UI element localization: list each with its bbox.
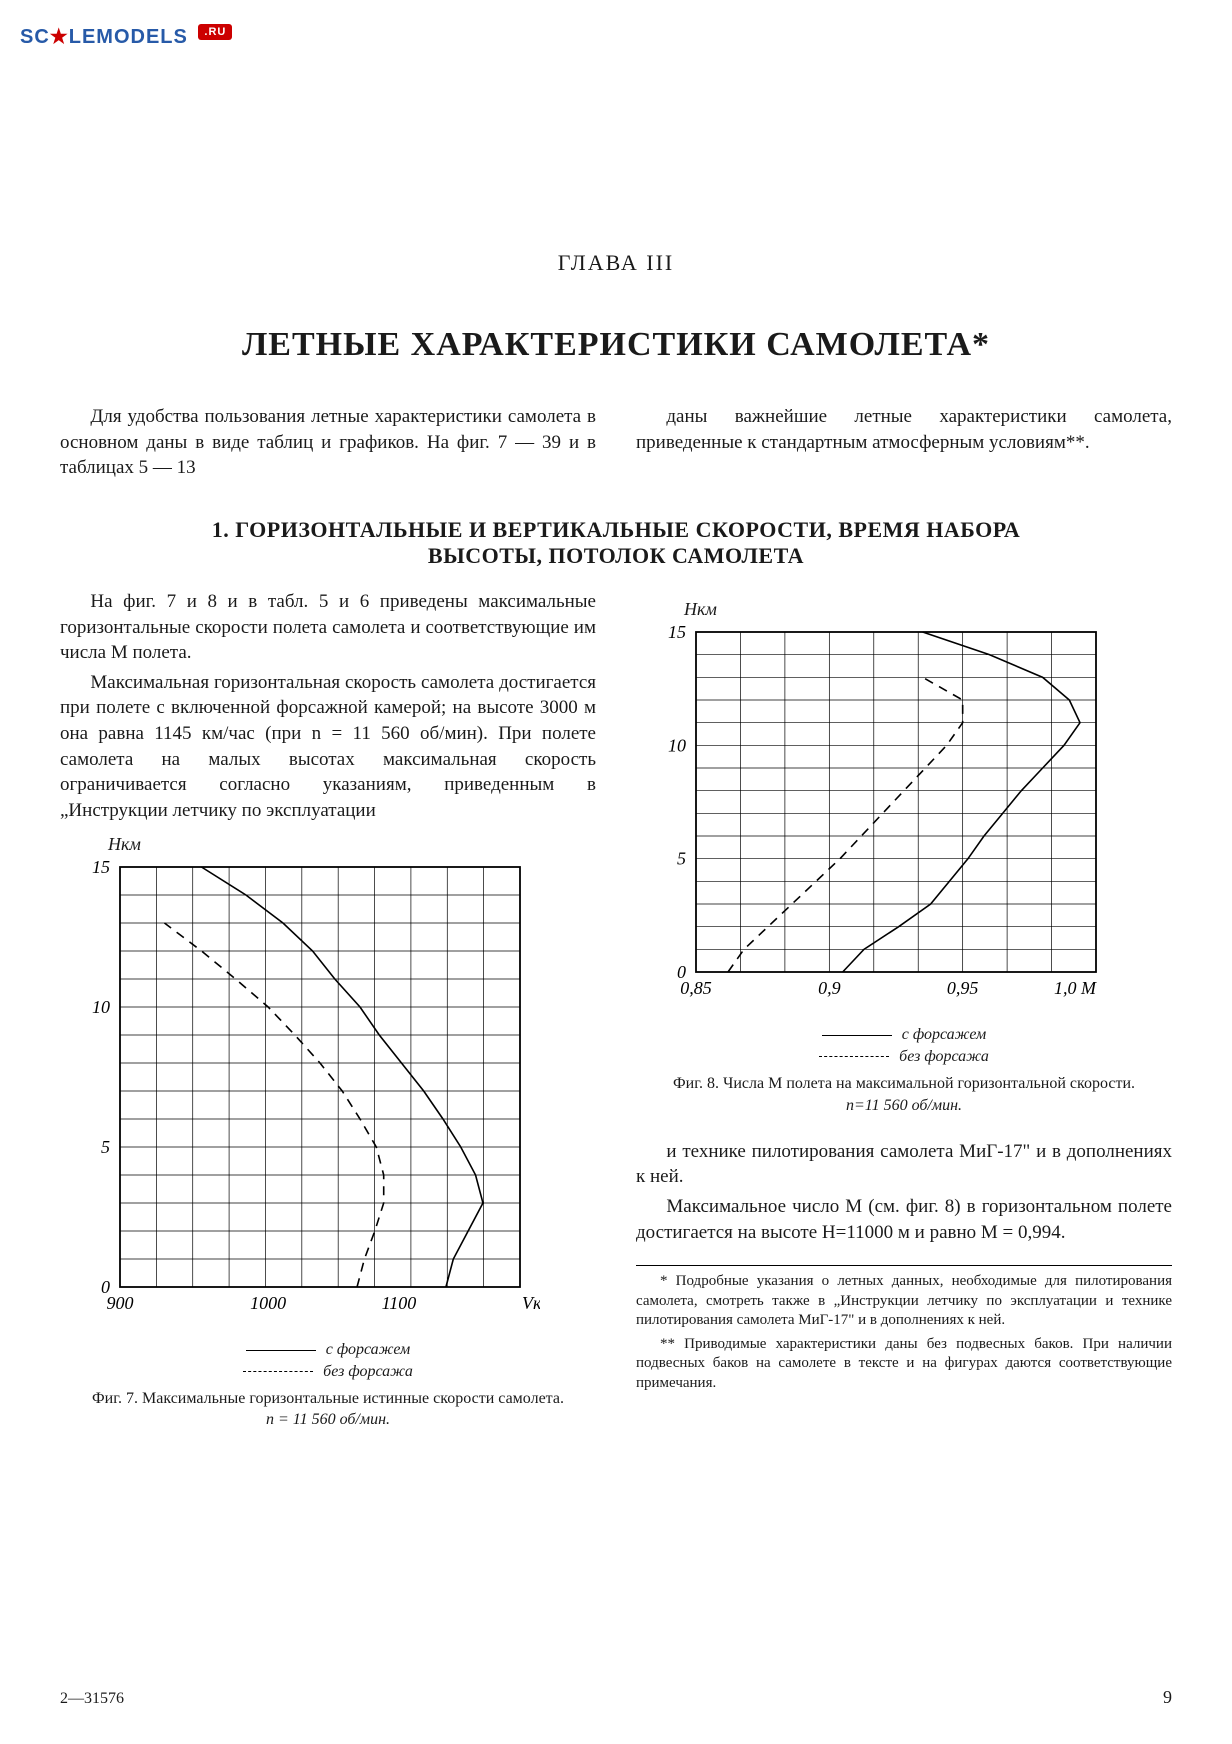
right-para-1: и технике пилотирования самолета МиГ-17"… <box>636 1139 1172 1190</box>
svg-text:10: 10 <box>668 735 686 755</box>
watermark-ru-badge: .RU <box>198 24 232 40</box>
footnotes: * Подробные указания о летных данных, не… <box>636 1265 1172 1393</box>
svg-text:15: 15 <box>668 622 686 642</box>
watermark-right: LEMODELS <box>69 26 188 48</box>
svg-text:10: 10 <box>92 997 110 1017</box>
page-number: 9 <box>1163 1687 1172 1708</box>
fig7-legend-solid: с форсажем <box>326 1341 411 1359</box>
watermark-sc: SC <box>20 26 50 48</box>
print-signature: 2—31576 <box>60 1690 124 1708</box>
fig7-legend-dashed-line-icon <box>243 1371 313 1372</box>
left-para-2: Максимальная горизонтальная скорость сам… <box>60 670 596 824</box>
svg-text:0: 0 <box>101 1277 110 1297</box>
svg-text:0,9: 0,9 <box>818 978 841 998</box>
fig7-legend-solid-line-icon <box>246 1350 316 1351</box>
section-1-heading-2: ВЫСОТЫ, ПОТОЛОК САМОЛЕТА <box>60 543 1172 569</box>
svg-text:900: 900 <box>107 1293 134 1313</box>
fig8-sub: n=11 560 об/мин. <box>636 1097 1172 1115</box>
fig7-chart: Нкм 900 1000 1100 0 5 10 15 Vкм/час с форсажем … <box>60 834 596 1430</box>
left-column: На фиг. 7 и 8 и в табл. 5 и 6 приведены … <box>60 589 596 1430</box>
svg-text:0,95: 0,95 <box>947 978 979 998</box>
fig8-legend-solid: с форсажем <box>902 1026 987 1044</box>
watermark-star-icon: ★ <box>50 26 69 48</box>
footnote-1: * Подробные указания о летных данных, не… <box>636 1272 1172 1331</box>
intro-text-right: даны важнейшие летные характеристики сам… <box>636 404 1172 455</box>
chapter-title: ЛЕТНЫЕ ХАРАКТЕРИСТИКИ САМОЛЕТА* <box>60 326 1172 364</box>
fig7-ylabel: Нкм <box>108 834 596 855</box>
left-para-1: На фиг. 7 и 8 и в табл. 5 и 6 приведены … <box>60 589 596 666</box>
svg-text:0: 0 <box>677 962 686 982</box>
fig7-sub: n = 11 560 об/мин. <box>60 1411 596 1429</box>
right-para-2: Максимальное число М (см. фиг. 8) в гори… <box>636 1194 1172 1245</box>
svg-text:15: 15 <box>92 857 110 877</box>
chapter-label: ГЛАВА III <box>60 250 1172 276</box>
intro-text-left: Для удобства пользования летные характер… <box>60 404 596 481</box>
fig8-caption: Фиг. 8. Числа М полета на максимальной г… <box>636 1074 1172 1095</box>
fig8-svg: 0,850,90,951,0 М051015 <box>636 622 1116 1012</box>
intro-columns: Для удобства пользования летные характер… <box>60 404 1172 487</box>
intro-col-right: даны важнейшие летные характеристики сам… <box>636 404 1172 487</box>
section-1-heading-1: 1. ГОРИЗОНТАЛЬНЫЕ И ВЕРТИКАЛЬНЫЕ СКОРОСТ… <box>60 517 1172 543</box>
fig8-ylabel: Нкм <box>684 599 1172 620</box>
fig7-legend-dashed: без форсажа <box>323 1363 413 1381</box>
main-columns: На фиг. 7 и 8 и в табл. 5 и 6 приведены … <box>60 589 1172 1430</box>
fig7-caption: Фиг. 7. Максимальные горизонтальные исти… <box>60 1389 596 1410</box>
svg-text:1000: 1000 <box>250 1293 286 1313</box>
fig7-legend: с форсажем без форсажа <box>60 1338 596 1381</box>
fig7-svg: 900 1000 1100 0 5 10 15 Vкм/час <box>60 857 540 1327</box>
fig8-legend-dashed-line-icon <box>819 1056 889 1057</box>
intro-col-left: Для удобства пользования летные характер… <box>60 404 596 487</box>
fig8-legend-dashed: без форсажа <box>899 1048 989 1066</box>
svg-text:5: 5 <box>677 849 686 869</box>
svg-text:1100: 1100 <box>382 1293 417 1313</box>
svg-text:Vкм/час: Vкм/час <box>522 1293 540 1313</box>
fig8-chart: Нкм 0,850,90,951,0 М051015 с форсажем бе… <box>636 599 1172 1115</box>
svg-text:1,0 М: 1,0 М <box>1054 978 1097 998</box>
svg-text:5: 5 <box>101 1137 110 1157</box>
fig8-legend: с форсажем без форсажа <box>636 1023 1172 1066</box>
footnote-2: ** Приводимые характеристики даны без по… <box>636 1335 1172 1394</box>
right-column: Нкм 0,850,90,951,0 М051015 с форсажем бе… <box>636 589 1172 1397</box>
watermark-logo: SC★LEMODELS .RU <box>20 24 232 49</box>
fig8-legend-solid-line-icon <box>822 1035 892 1036</box>
